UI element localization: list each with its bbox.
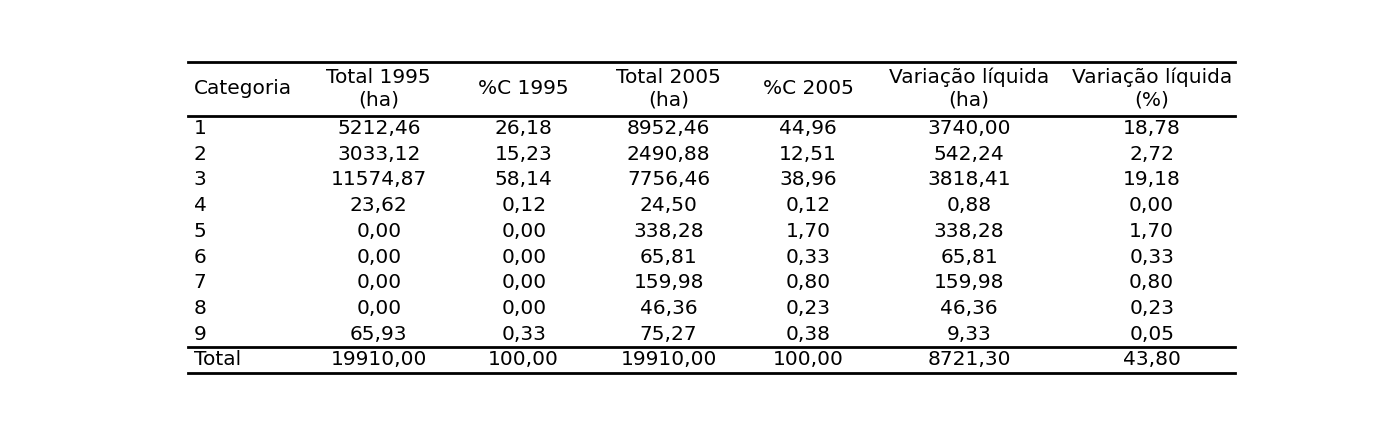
Text: 159,98: 159,98 <box>634 273 704 292</box>
Text: 1,70: 1,70 <box>1129 222 1174 241</box>
Text: 19910,00: 19910,00 <box>620 350 717 369</box>
Text: %C 1995: %C 1995 <box>478 79 569 98</box>
Text: 6: 6 <box>193 248 207 267</box>
Text: 2490,88: 2490,88 <box>627 144 711 164</box>
Text: 0,33: 0,33 <box>502 325 546 344</box>
Text: 0,38: 0,38 <box>785 325 831 344</box>
Text: 0,00: 0,00 <box>502 273 546 292</box>
Text: 65,81: 65,81 <box>639 248 697 267</box>
Text: 2: 2 <box>193 144 207 164</box>
Text: 65,81: 65,81 <box>940 248 998 267</box>
Text: 0,88: 0,88 <box>947 196 992 215</box>
Text: 11574,87: 11574,87 <box>331 170 427 189</box>
Text: Variação líquida
(%): Variação líquida (%) <box>1072 68 1232 109</box>
Text: 0,33: 0,33 <box>785 248 831 267</box>
Text: 0,80: 0,80 <box>785 273 831 292</box>
Text: 75,27: 75,27 <box>639 325 697 344</box>
Text: 0,00: 0,00 <box>502 222 546 241</box>
Text: 24,50: 24,50 <box>639 196 697 215</box>
Text: 9: 9 <box>193 325 207 344</box>
Text: 159,98: 159,98 <box>934 273 1005 292</box>
Text: 19910,00: 19910,00 <box>331 350 427 369</box>
Text: Total 2005
(ha): Total 2005 (ha) <box>616 68 721 109</box>
Text: 0,23: 0,23 <box>1129 299 1174 318</box>
Text: 58,14: 58,14 <box>495 170 553 189</box>
Text: Variação líquida
(ha): Variação líquida (ha) <box>889 68 1049 109</box>
Text: 0,80: 0,80 <box>1129 273 1174 292</box>
Text: 8721,30: 8721,30 <box>927 350 1011 369</box>
Text: 338,28: 338,28 <box>934 222 1005 241</box>
Text: 0,00: 0,00 <box>502 299 546 318</box>
Text: 38,96: 38,96 <box>780 170 836 189</box>
Text: 44,96: 44,96 <box>780 119 836 138</box>
Text: 19,18: 19,18 <box>1123 170 1181 189</box>
Text: 3740,00: 3740,00 <box>927 119 1011 138</box>
Text: 0,00: 0,00 <box>357 273 401 292</box>
Text: 0,00: 0,00 <box>502 248 546 267</box>
Text: 0,12: 0,12 <box>785 196 831 215</box>
Text: 9,33: 9,33 <box>947 325 992 344</box>
Text: Total 1995
(ha): Total 1995 (ha) <box>327 68 431 109</box>
Text: 26,18: 26,18 <box>495 119 553 138</box>
Text: 4: 4 <box>193 196 207 215</box>
Text: 3818,41: 3818,41 <box>927 170 1011 189</box>
Text: Total: Total <box>193 350 241 369</box>
Text: 7: 7 <box>193 273 207 292</box>
Text: 7756,46: 7756,46 <box>627 170 710 189</box>
Text: 43,80: 43,80 <box>1123 350 1181 369</box>
Text: 0,00: 0,00 <box>357 299 401 318</box>
Text: 3033,12: 3033,12 <box>338 144 420 164</box>
Text: 100,00: 100,00 <box>488 350 559 369</box>
Text: 46,36: 46,36 <box>639 299 697 318</box>
Text: 0,05: 0,05 <box>1129 325 1174 344</box>
Text: 0,00: 0,00 <box>1129 196 1174 215</box>
Text: 18,78: 18,78 <box>1123 119 1181 138</box>
Text: 338,28: 338,28 <box>634 222 704 241</box>
Text: 0,00: 0,00 <box>357 248 401 267</box>
Text: 0,33: 0,33 <box>1129 248 1174 267</box>
Text: 65,93: 65,93 <box>350 325 408 344</box>
Text: 0,00: 0,00 <box>357 222 401 241</box>
Text: 12,51: 12,51 <box>779 144 836 164</box>
Text: 542,24: 542,24 <box>934 144 1005 164</box>
Text: 1,70: 1,70 <box>785 222 831 241</box>
Text: 0,12: 0,12 <box>502 196 546 215</box>
Text: 8952,46: 8952,46 <box>627 119 710 138</box>
Text: 8: 8 <box>193 299 207 318</box>
Text: 3: 3 <box>193 170 207 189</box>
Text: Categoria: Categoria <box>193 79 292 98</box>
Text: 1: 1 <box>193 119 207 138</box>
Text: 46,36: 46,36 <box>940 299 998 318</box>
Text: 23,62: 23,62 <box>350 196 408 215</box>
Text: 2,72: 2,72 <box>1129 144 1174 164</box>
Text: 0,23: 0,23 <box>785 299 831 318</box>
Text: 5212,46: 5212,46 <box>338 119 420 138</box>
Text: 15,23: 15,23 <box>495 144 553 164</box>
Text: 5: 5 <box>193 222 207 241</box>
Text: %C 2005: %C 2005 <box>763 79 853 98</box>
Text: 100,00: 100,00 <box>773 350 843 369</box>
